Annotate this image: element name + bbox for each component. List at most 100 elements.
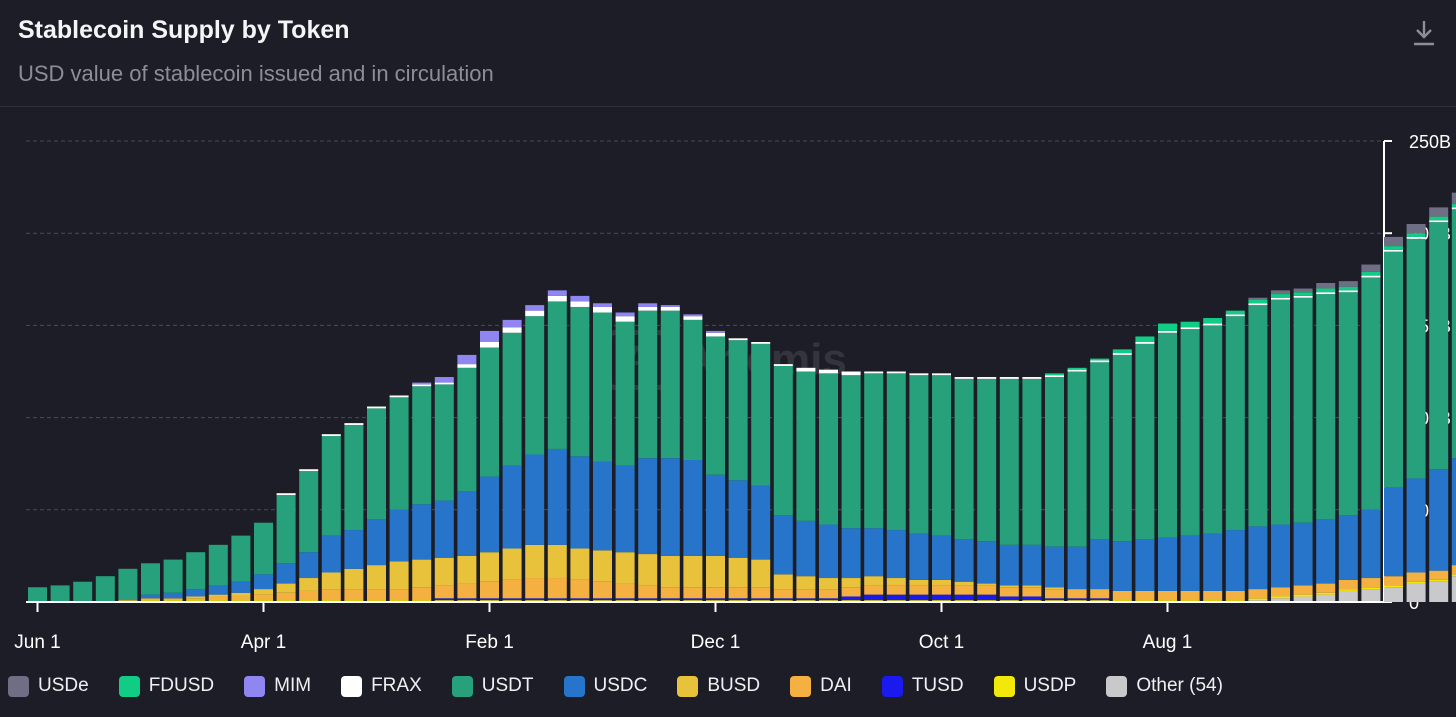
bar-segment-tusd — [570, 598, 590, 601]
legend-item[interactable]: BUSD — [677, 675, 760, 697]
bar-segment-usdc — [593, 461, 612, 551]
bar-segment-dai — [638, 585, 658, 599]
bar-segment-fdusd — [1045, 373, 1064, 376]
legend-swatch — [244, 675, 266, 697]
bar-segment-usdc — [1451, 458, 1456, 566]
legend-item[interactable]: DAI — [790, 675, 852, 697]
legend-swatch — [993, 675, 1015, 697]
bar-segment-usdp — [1316, 592, 1336, 595]
bar-segment-mim — [480, 330, 499, 342]
bar-segment-mim — [660, 305, 680, 307]
x-tick-label: Aug 1 — [1143, 632, 1193, 653]
bar-segment-usdt — [751, 343, 771, 486]
bar-segment-usdt — [118, 568, 138, 601]
bar-segment-busd — [525, 544, 545, 579]
bar-segment-tusd — [525, 598, 545, 601]
legend-item[interactable]: USDP — [993, 675, 1077, 697]
bar-segment-usdt — [593, 312, 612, 462]
bar-segment-dai — [141, 598, 160, 601]
bar-segment-usdc — [1158, 537, 1177, 591]
bar-segment-dai — [593, 581, 612, 599]
bar-segment-usdc — [1112, 541, 1132, 591]
legend-item[interactable]: USDC — [563, 675, 648, 697]
bar-segment-tusd — [638, 598, 658, 601]
legend-item[interactable]: FRAX — [341, 675, 422, 697]
bar-segment-mim — [547, 290, 567, 296]
bar-segment-busd — [593, 550, 612, 582]
bar-segment-dai — [1135, 590, 1155, 601]
bar-segment-usdc — [1384, 487, 1403, 577]
bar-segment-usdt — [999, 378, 1019, 545]
bar-segment-usdc — [186, 589, 206, 597]
bar-segment-frax — [1067, 369, 1087, 372]
bar-segment-fdusd — [1135, 336, 1155, 342]
bar-segment-usdc — [1361, 509, 1381, 579]
bar-segment-usdt — [1361, 277, 1381, 510]
bar-segment-tusd — [615, 598, 635, 601]
bar-segment-dai — [706, 587, 725, 599]
bar-segment-usdc — [570, 456, 590, 549]
bar-segment-fdusd — [1067, 367, 1087, 370]
legend-swatch — [341, 675, 363, 697]
x-tick-label: Dec 1 — [691, 632, 741, 653]
bar-segment-tusd — [480, 598, 499, 601]
bar-segment-usdc — [1045, 546, 1064, 588]
legend-item[interactable]: TUSD — [881, 675, 964, 697]
bar-segment-tusd — [999, 596, 1019, 601]
bar-segment-busd — [954, 581, 974, 586]
legend-item[interactable]: Other (54) — [1106, 675, 1223, 697]
bar-segment-tusd — [502, 598, 522, 601]
x-tick-label: Oct 1 — [919, 632, 964, 653]
bar-segment-usdt — [457, 367, 477, 492]
bar-segment-tusd — [434, 598, 454, 601]
bar-segment-frax — [1180, 327, 1200, 330]
bar-segment-fdusd — [1158, 323, 1177, 331]
bar-segment-usdp — [1271, 596, 1290, 599]
bar-segment-usde — [1293, 288, 1313, 293]
bar-segment-dai — [480, 581, 499, 599]
bar-segment-usdc — [480, 476, 499, 553]
legend-label: USDT — [481, 675, 534, 696]
legend-label: USDC — [593, 675, 648, 696]
bar-segment-dai — [886, 585, 906, 595]
bar-segment-busd — [208, 594, 228, 597]
download-icon[interactable] — [1410, 18, 1438, 48]
bar-segment-usdt — [434, 384, 454, 501]
bar-segment-frax — [954, 377, 974, 379]
bar-segment-frax — [706, 332, 725, 337]
legend-swatch — [881, 675, 903, 697]
bar-segment-tusd — [909, 594, 929, 601]
bar-segment-usdc — [728, 480, 748, 558]
legend-item[interactable]: MIM — [244, 675, 311, 697]
bar-segment-fdusd — [1248, 299, 1268, 304]
bar-segment-usdc — [954, 539, 974, 582]
bar-segment-fdusd — [1316, 288, 1336, 293]
bar-segment-frax — [1090, 360, 1110, 363]
bar-segment-frax — [525, 310, 545, 317]
bar-segment-dai — [1293, 585, 1313, 595]
bar-segment-dai — [389, 589, 409, 601]
bar-segment-dai — [1384, 576, 1403, 586]
y-tick-label: 0 — [1409, 593, 1419, 613]
bar-segment-frax — [932, 373, 951, 376]
bar-segment-dai — [954, 585, 974, 595]
bar-segment-usde — [1406, 223, 1426, 234]
legend-item[interactable]: FDUSD — [118, 675, 214, 697]
legend-label: USDP — [1023, 675, 1077, 696]
bar-segment-mim — [683, 314, 703, 317]
bar-segment-dai — [344, 589, 364, 601]
bar-segment-busd — [344, 568, 364, 590]
legend-item[interactable]: USDT — [451, 675, 534, 697]
bar-segment-usdt — [1180, 329, 1200, 536]
legend-swatch — [451, 675, 473, 697]
bar-segment-usdt — [841, 375, 861, 529]
bar-segment-frax — [344, 423, 364, 425]
legend-item[interactable]: USDe — [8, 675, 89, 697]
bar-segment-busd — [728, 557, 748, 588]
bar-segment-other-54 — [1316, 594, 1336, 602]
bar-segment-usdc — [615, 465, 635, 553]
bar-segment-usde — [1451, 192, 1456, 204]
bar-segment-frax — [638, 306, 658, 311]
bar-segment-dai — [1045, 589, 1064, 599]
bar-segment-busd — [502, 548, 522, 580]
